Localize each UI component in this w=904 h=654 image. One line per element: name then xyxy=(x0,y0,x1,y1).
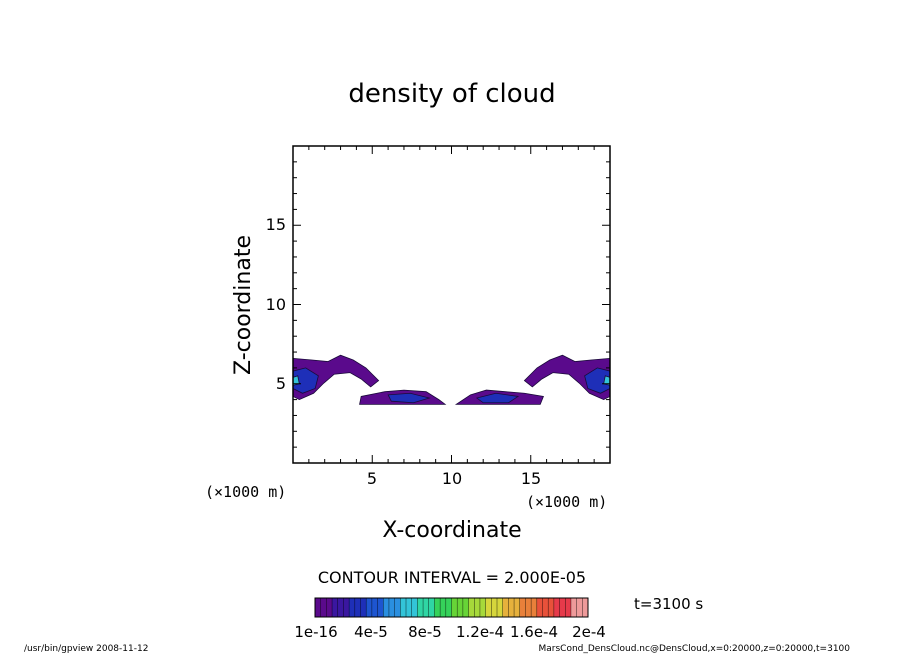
colorbar-tick-label: 8e-5 xyxy=(408,623,442,641)
colorbar-cell xyxy=(400,598,407,617)
y-unit-label: (×1000 m) xyxy=(205,483,286,501)
colorbar-cell xyxy=(332,598,339,617)
colorbar-cell xyxy=(349,598,356,617)
colorbar-cell xyxy=(542,598,549,617)
colorbar-cell xyxy=(388,598,396,617)
colorbar-cell xyxy=(548,598,555,617)
cloud-core xyxy=(387,392,431,404)
x-axis-title: X-coordinate xyxy=(382,518,521,543)
y-tick-label: 5 xyxy=(276,374,286,393)
colorbar-cell xyxy=(497,598,504,617)
colorbar-cell xyxy=(502,598,509,617)
colorbar-cell xyxy=(371,598,379,617)
colorbar-cell xyxy=(360,598,367,617)
colorbar-cell xyxy=(434,598,441,617)
colorbar-cell xyxy=(582,598,589,617)
colorbar-cell xyxy=(491,598,498,617)
colorbar-cell xyxy=(474,598,481,617)
y-tick-label: 10 xyxy=(266,295,286,314)
colorbar-cell xyxy=(457,598,464,617)
colorbar-cell xyxy=(343,598,350,617)
colorbar-cell xyxy=(565,598,572,617)
colorbar-cell xyxy=(320,598,327,617)
colorbar-cell xyxy=(508,598,515,617)
colorbar-cell xyxy=(462,598,470,617)
colorbar xyxy=(314,598,589,617)
colorbar-tick-label: 1e-16 xyxy=(294,623,337,641)
colorbar-cell xyxy=(531,598,538,617)
footer-left: /usr/bin/gpview 2008-11-12 xyxy=(24,644,148,654)
colorbar-tick-label: 1.2e-4 xyxy=(456,623,504,641)
plot-frame xyxy=(292,145,611,464)
colorbar-cell xyxy=(366,598,373,617)
colorbar-cell xyxy=(428,598,435,617)
colorbar-cell xyxy=(337,598,344,617)
colorbar-cell xyxy=(519,598,526,617)
x-unit-label: (×1000 m) xyxy=(526,493,607,511)
y-axis-title: Z-coordinate xyxy=(231,235,256,375)
colorbar-frame xyxy=(314,597,589,618)
colorbar-cell xyxy=(525,598,532,617)
time-label: t=3100 s xyxy=(634,595,703,613)
colorbar-tick-label: 4e-5 xyxy=(354,623,388,641)
cloud-core xyxy=(475,392,520,404)
x-tick-label: 15 xyxy=(521,469,541,488)
colorbar-cell xyxy=(536,598,543,617)
colorbar-cell xyxy=(553,598,561,617)
colorbar-cell xyxy=(406,598,413,617)
colorbar-cell xyxy=(315,598,322,617)
cloud-density-field xyxy=(292,354,611,405)
colorbar-cell xyxy=(440,598,447,617)
chart-title: density of cloud xyxy=(348,79,555,109)
y-tick-label: 15 xyxy=(266,215,286,234)
colorbar-cell xyxy=(485,598,492,617)
colorbar-tick-label: 1.6e-4 xyxy=(510,623,558,641)
colorbar-cell xyxy=(417,598,424,617)
colorbar-cell xyxy=(514,598,521,617)
colorbar-cell xyxy=(354,598,361,617)
colorbar-tick-label: 2e-4 xyxy=(572,623,606,641)
contour-interval: CONTOUR INTERVAL = 2.000E-05 xyxy=(318,568,586,587)
colorbar-cell xyxy=(445,598,452,617)
colorbar-cell xyxy=(479,598,487,617)
colorbar-cell xyxy=(326,598,333,617)
colorbar-cell xyxy=(576,598,583,617)
colorbar-cell xyxy=(377,598,384,617)
colorbar-cell xyxy=(570,598,578,617)
colorbar-cell xyxy=(468,598,475,617)
footer-right: MarsCond_DensCloud.nc@DensCloud,x=0:2000… xyxy=(539,644,851,654)
x-tick-label: 5 xyxy=(367,469,377,488)
colorbar-cell xyxy=(451,598,458,617)
colorbar-cell xyxy=(383,598,390,617)
colorbar-cell xyxy=(411,598,418,617)
x-tick-label: 10 xyxy=(442,469,462,488)
colorbar-cell xyxy=(559,598,566,617)
colorbar-cell xyxy=(423,598,430,617)
colorbar-cell xyxy=(394,598,401,617)
axis-ticks xyxy=(293,146,610,463)
